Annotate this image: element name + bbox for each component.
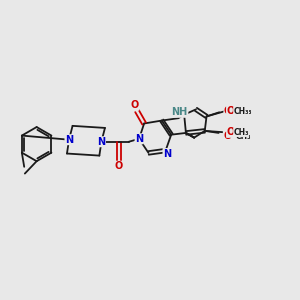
Text: N: N bbox=[163, 148, 171, 158]
Text: CH₃: CH₃ bbox=[233, 128, 249, 137]
Text: N: N bbox=[65, 135, 73, 145]
Text: O: O bbox=[130, 100, 139, 110]
Text: CH₃: CH₃ bbox=[233, 106, 249, 116]
Text: O: O bbox=[226, 127, 235, 137]
Text: NH: NH bbox=[172, 107, 188, 117]
Text: CH₃: CH₃ bbox=[236, 106, 252, 116]
Text: O: O bbox=[223, 131, 232, 142]
Text: N: N bbox=[98, 137, 106, 147]
Text: O: O bbox=[226, 106, 235, 116]
Text: CH₃: CH₃ bbox=[236, 132, 251, 141]
Text: O: O bbox=[115, 161, 123, 171]
Text: N: N bbox=[135, 134, 143, 144]
Text: O: O bbox=[224, 106, 232, 116]
